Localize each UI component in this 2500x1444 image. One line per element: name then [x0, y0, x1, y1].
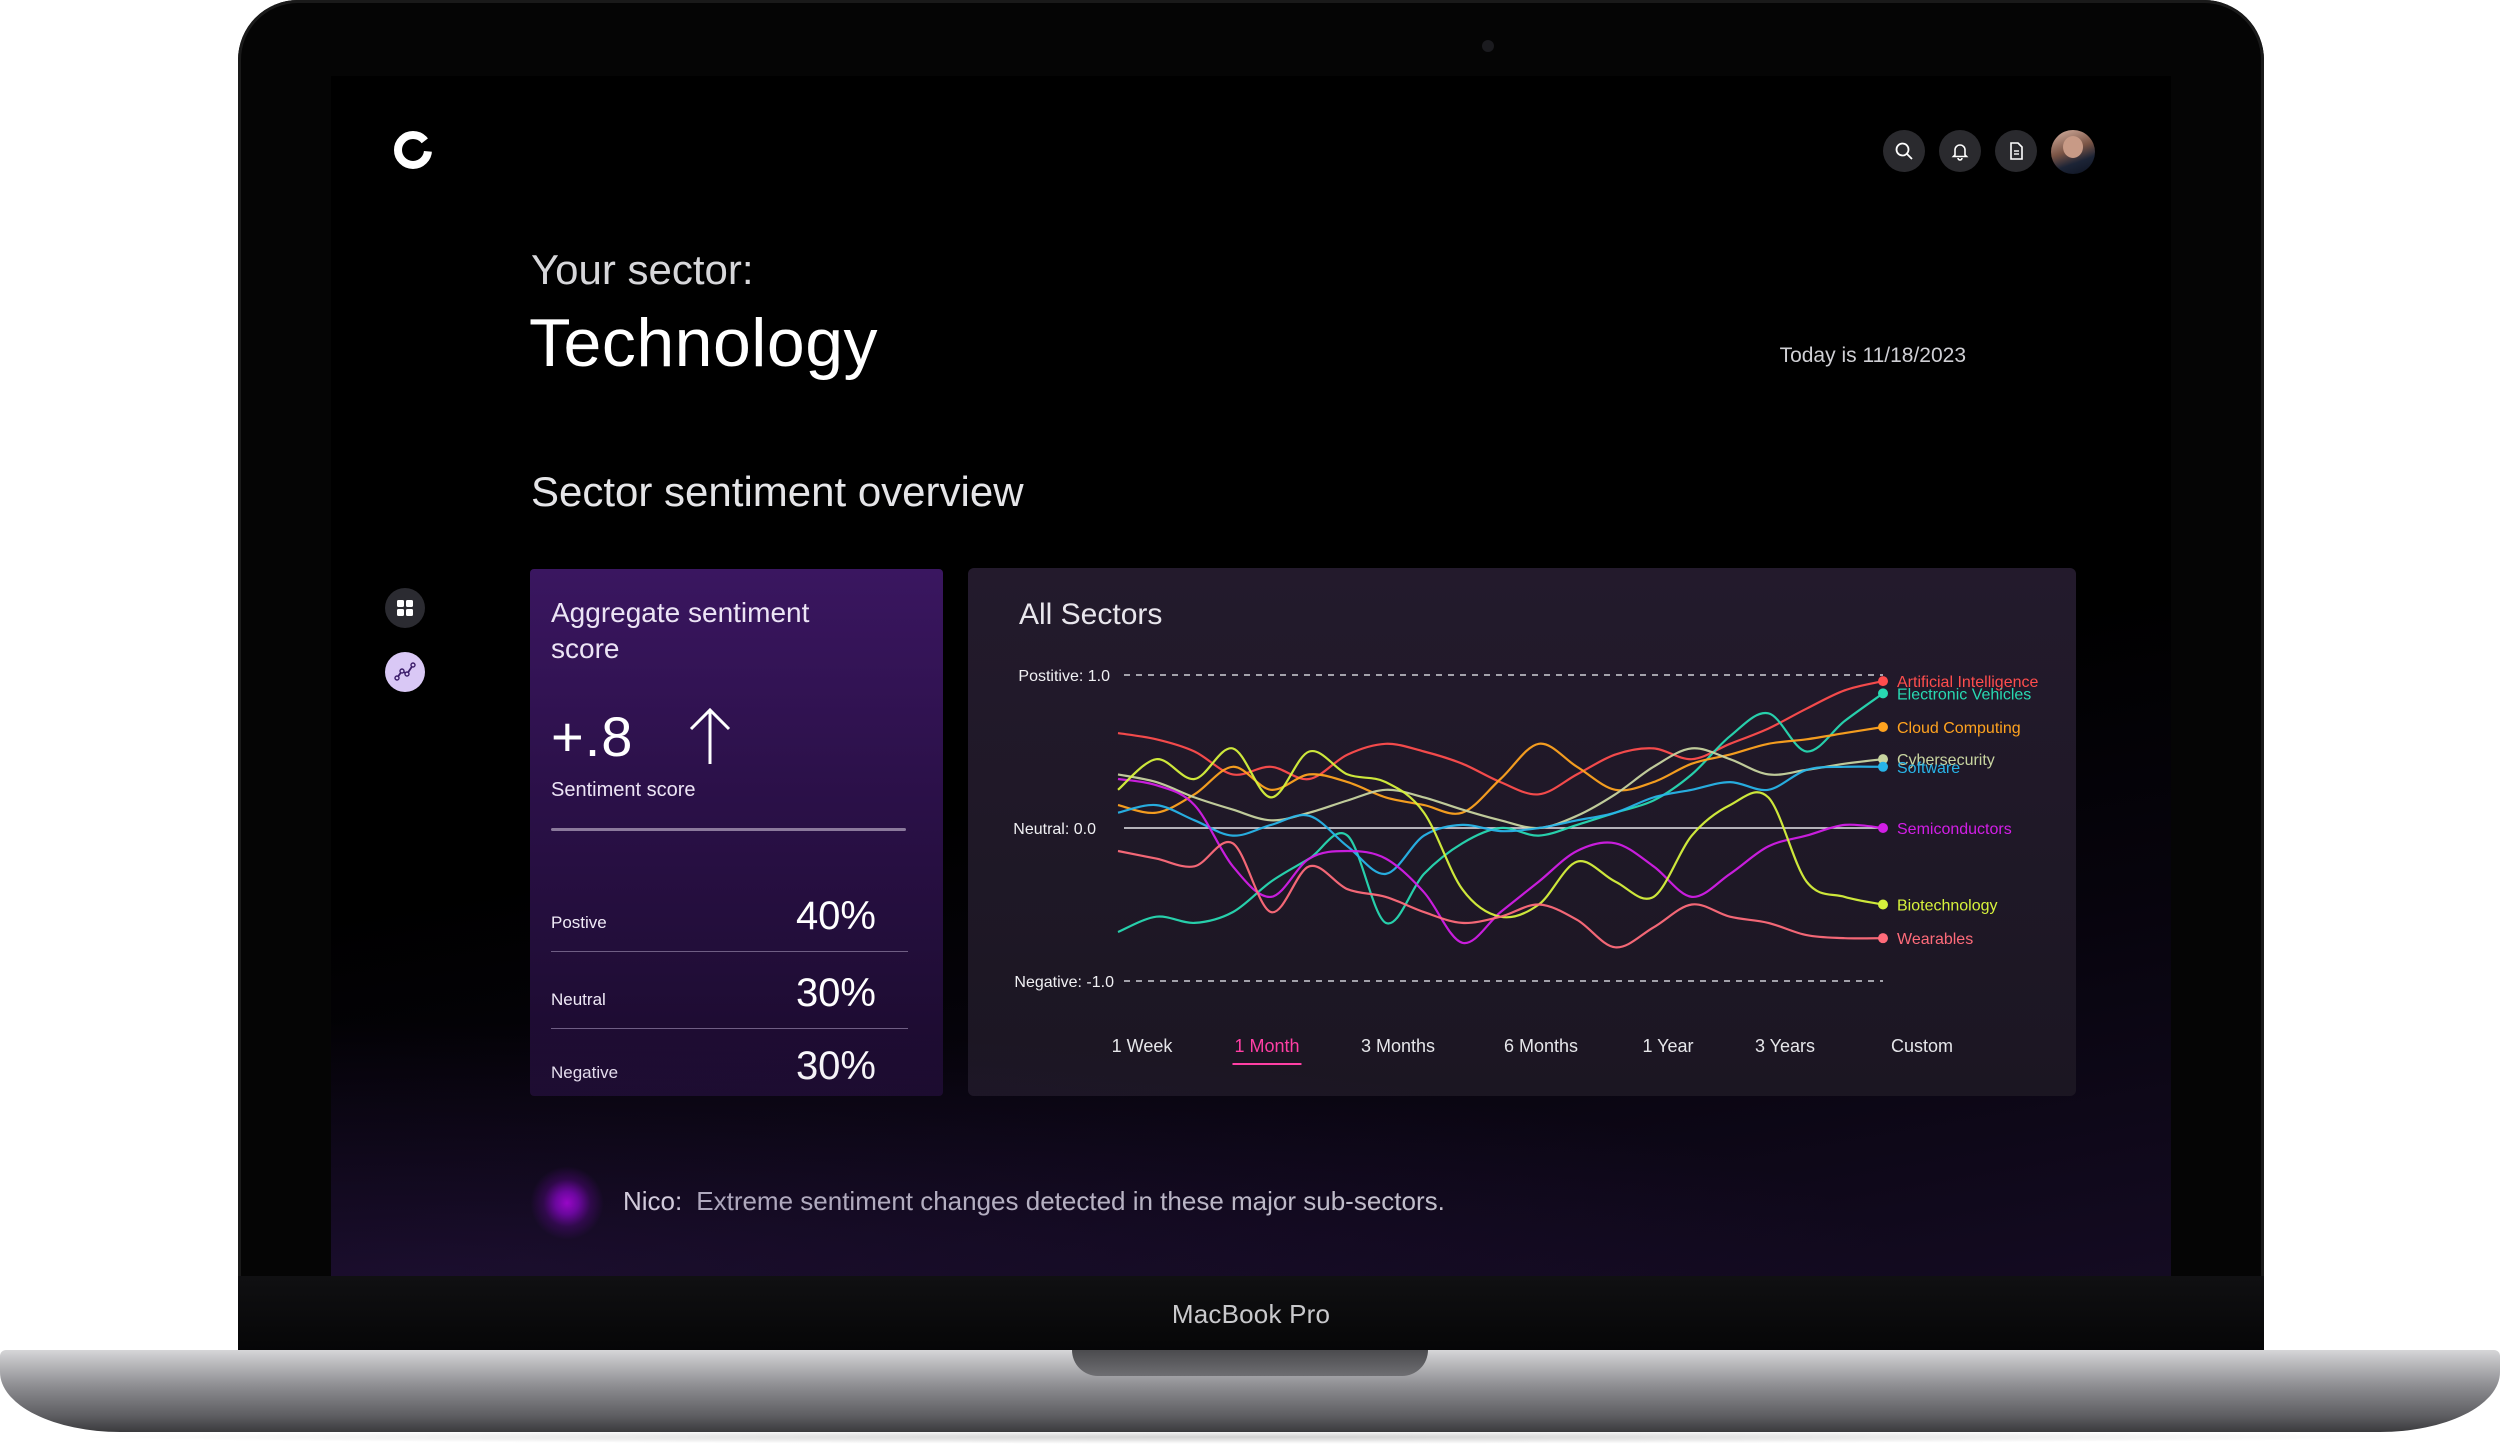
range-tab-1-year[interactable]: 1 Year [1642, 1036, 1694, 1056]
document-icon[interactable] [1995, 130, 2037, 172]
series-line-wearables [1117, 840, 1884, 949]
sector-label: Your sector: [531, 246, 754, 293]
aggregate-sentiment-card: Aggregate sentiment score +.8 Sentiment … [530, 569, 943, 1096]
series-line-software [1117, 765, 1884, 876]
series-end-dot-cybersecurity [1878, 754, 1888, 765]
series-end-dot-cloud-computing [1878, 722, 1888, 733]
sentiment-score-value: +.8 [551, 704, 634, 768]
series-line-artificial-intelligence [1117, 680, 1884, 796]
search-icon[interactable] [1883, 130, 1925, 172]
series-line-cybersecurity [1117, 747, 1884, 830]
series-line-semiconductors [1117, 777, 1884, 944]
series-end-dot-electronic-vehicles [1878, 688, 1888, 699]
breakdown-row-neutral: Neutral 30% [551, 952, 908, 1029]
sentiment-breakdown: Postive 40% Neutral 30% Negative 30% [551, 875, 922, 1101]
sentiment-line-chart: Postitive: 1.0 Neutral: 0.0 Negative: -1.0… [1013, 668, 2039, 991]
device-label: MacBook Pro [1171, 1298, 1331, 1329]
divider [551, 828, 906, 831]
all-sectors-chart-card: All Sectors Postitive: 1.0 Neutral: 0.0 Ne… [968, 568, 2076, 1096]
series-end-dot-semiconductors [1878, 823, 1888, 833]
series-line-cloud-computing [1117, 725, 1884, 815]
range-tab-3-months[interactable]: 3 Months [1360, 1036, 1436, 1056]
aggregate-card-title: Aggregate sentiment score [551, 597, 810, 664]
app-screen: Your sector: Technology Today is 11/18/2… [331, 76, 2171, 1276]
range-tab-1-week[interactable]: 1 Week [1111, 1036, 1173, 1056]
legend-label-cloud-computing: Cloud Computing [1897, 720, 2021, 737]
camera [1482, 40, 1494, 52]
base-shadow [60, 1430, 2440, 1444]
series-line-electronic-vehicles [1117, 692, 1884, 934]
base-notch [1072, 1350, 1428, 1376]
series-end-dot-software [1878, 761, 1888, 772]
legend-label-cybersecurity: Cybersecurity [1897, 752, 1995, 769]
series-end-dot-biotechnology [1878, 899, 1888, 910]
bezel-bottom: MacBook Pro [238, 1276, 2264, 1352]
breakdown-value: 40% [795, 894, 876, 938]
section-title: Sector sentiment overview [531, 468, 1024, 515]
y-axis-label-negative: Negative: -1.0 [1014, 974, 1114, 991]
range-tab-custom[interactable]: Custom [1890, 1036, 1954, 1056]
dashboard-grid-icon[interactable] [385, 588, 425, 628]
breakdown-label: Postive [551, 913, 607, 932]
series-end-dot-wearables [1878, 933, 1888, 944]
legend-label-biotechnology: Biotechnology [1897, 898, 1998, 915]
page-title: Technology [529, 305, 879, 381]
series-end-dot-artificial-intelligence [1878, 676, 1888, 687]
score-row: +.8 [551, 701, 922, 771]
logo-icon[interactable] [391, 128, 435, 172]
legend-label-software: Software [1897, 760, 1960, 777]
chart-title: All Sectors [1019, 598, 1163, 631]
legend-label-artificial-intelligence: Artificial Intelligence [1897, 674, 2039, 691]
breakdown-value: 30% [795, 1044, 876, 1088]
breakdown-row-positive: Postive 40% [551, 875, 908, 952]
sentiment-score-caption: Sentiment score [551, 779, 696, 801]
avatar[interactable] [2051, 130, 2095, 174]
range-tab-3-years[interactable]: 3 Years [1754, 1036, 1816, 1056]
y-axis-label-neutral: Neutral: 0.0 [1013, 821, 1096, 838]
trend-chart-icon[interactable] [385, 652, 425, 692]
laptop-base [0, 1350, 2500, 1432]
assistant-name: Nico: [623, 1186, 683, 1216]
header-actions [1883, 130, 2095, 174]
legend-label-semiconductors: Semiconductors [1897, 821, 2012, 838]
legend-label-electronic-vehicles: Electronic Vehicles [1897, 686, 2031, 703]
assistant-message: Nico: Extreme sentiment changes detected … [623, 1186, 1445, 1217]
y-axis-label-positive: Postitive: 1.0 [1018, 668, 1110, 685]
breakdown-label: Neutral [551, 990, 606, 1009]
today-date: Today is 11/18/2023 [1779, 344, 1966, 367]
arrow-up-icon [690, 707, 731, 764]
assistant-orb[interactable] [530, 1166, 604, 1240]
breakdown-value: 30% [795, 971, 876, 1015]
range-tab-1-month[interactable]: 1 Month [1232, 1036, 1302, 1065]
legend-label-wearables: Wearables [1897, 931, 1973, 948]
side-nav [385, 588, 425, 692]
bell-icon[interactable] [1939, 130, 1981, 172]
time-range-tabs: 1 Week 1 Month 3 Months 6 Months 1 Year 3 Yea… [968, 1036, 2076, 1076]
breakdown-row-negative: Negative 30% [551, 1029, 908, 1101]
range-tab-6-months[interactable]: 6 Months [1503, 1036, 1579, 1056]
breakdown-label: Negative [551, 1063, 619, 1082]
assistant-message-text: Extreme sentiment changes detected in th… [696, 1186, 1445, 1216]
